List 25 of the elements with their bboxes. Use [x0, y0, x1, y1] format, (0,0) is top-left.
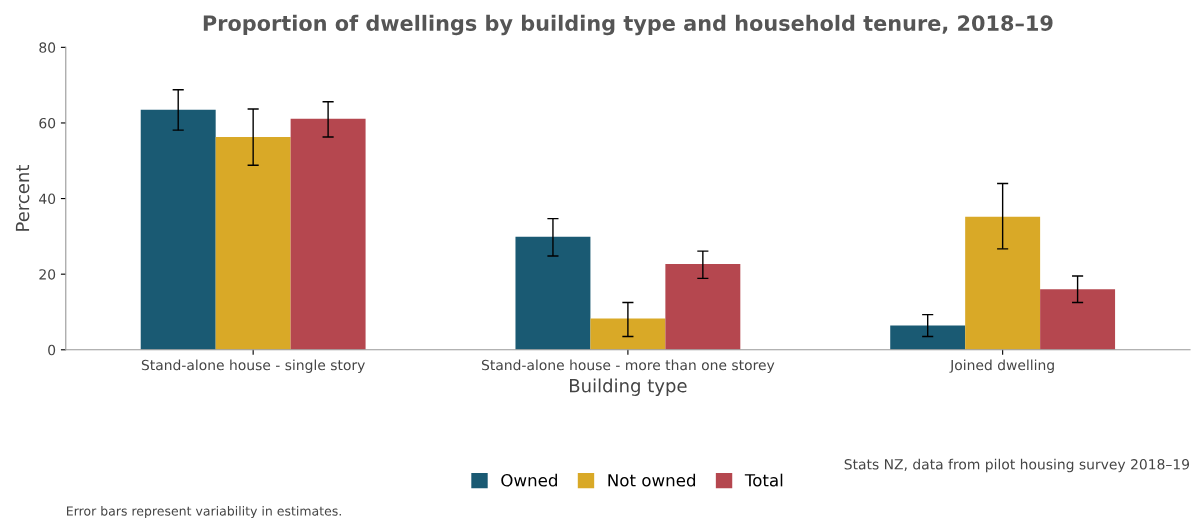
bar: [965, 216, 1041, 350]
y-tick-label: 40: [39, 193, 56, 205]
legend-label: Not owned: [608, 473, 696, 487]
y-tick-label: 60: [39, 117, 56, 129]
bar: [1040, 289, 1116, 350]
y-axis-title: Percent: [15, 165, 30, 231]
y-tick-label: 80: [39, 42, 56, 53]
legend-label: Total: [744, 473, 783, 487]
bar: [665, 263, 741, 350]
text: Error bars represent variability in estimates.: [67, 506, 341, 519]
bar: [890, 325, 966, 350]
x-tick-label: Stand-alone house - single story: [141, 359, 365, 373]
x-axis-title: Building type: [570, 378, 687, 396]
bar: [290, 118, 366, 350]
x-tick-label: Joined dwelling: [949, 359, 1054, 373]
bar: [590, 318, 666, 350]
bar: [140, 109, 216, 350]
y-tick-label: 20: [39, 269, 56, 280]
y-tick-label: 0: [48, 344, 56, 356]
x-tick-label: Stand-alone house - more than one storey: [481, 359, 775, 373]
legend-label: Owned: [501, 473, 557, 487]
text: Stats NZ, data from pilot housing survey 2018–19: [844, 458, 1190, 473]
bar: [515, 236, 591, 350]
chart-title: Proportion of dwellings by building type and household tenure, 2018–19: [203, 14, 1053, 36]
bar: [215, 136, 291, 350]
